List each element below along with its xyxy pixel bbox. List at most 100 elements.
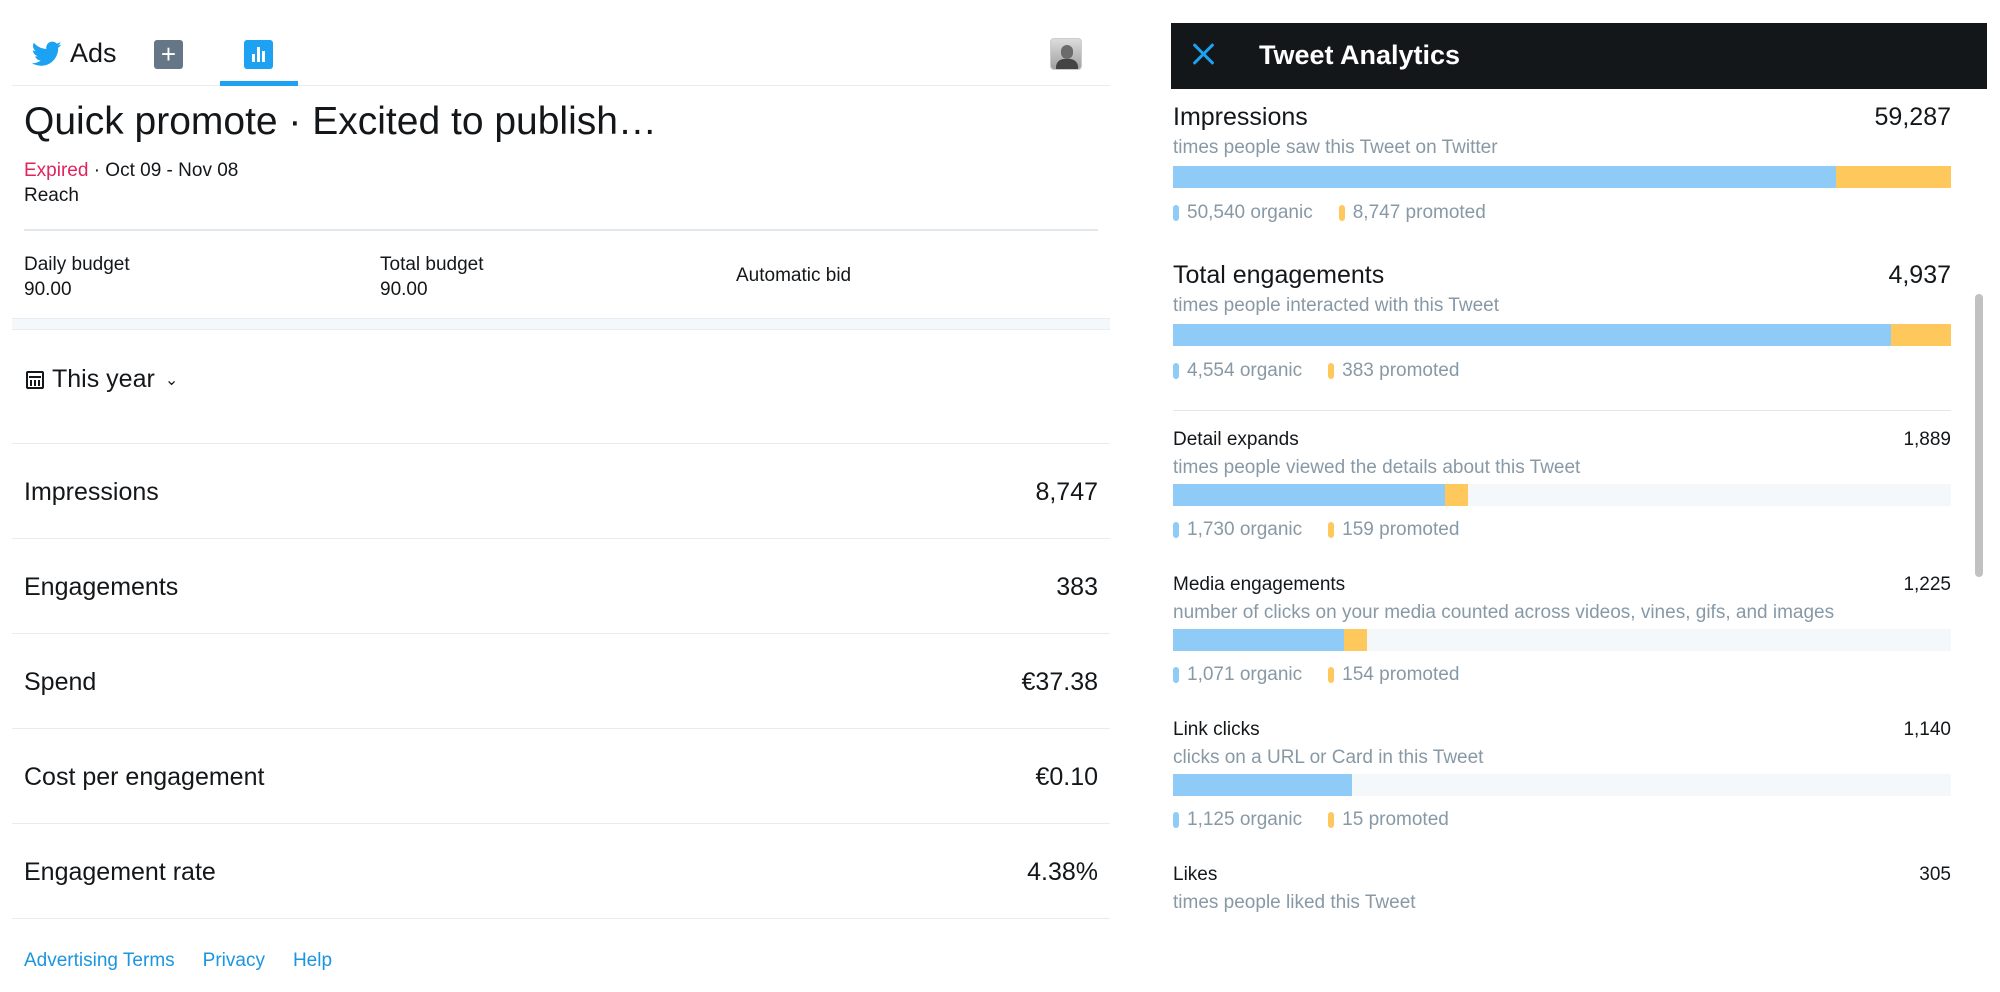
avatar[interactable] (1050, 38, 1082, 70)
stat-total: 1,140 (1903, 719, 1951, 740)
stat-total-engagements: Total engagements 4,937 times people int… (1173, 261, 1951, 401)
stat-total: 59,287 (1874, 103, 1951, 131)
stat-total: 1,225 (1903, 574, 1951, 595)
privacy-link[interactable]: Privacy (202, 950, 265, 971)
tab-analytics[interactable] (220, 28, 298, 86)
stat-impressions: Impressions 59,287 times people saw this… (1173, 103, 1951, 243)
organic-count: 4,554 organic (1187, 360, 1303, 381)
panel-header: Tweet Analytics (1171, 23, 1987, 89)
stat-name: Total engagements (1173, 261, 1385, 289)
organic-dot-icon (1173, 205, 1179, 221)
panel-title: Tweet Analytics (1259, 40, 1461, 70)
twitter-bird-icon (32, 41, 62, 66)
promoted-count: 383 promoted (1342, 360, 1460, 381)
stat-name: Detail expands (1173, 429, 1299, 450)
promoted-segment (1445, 484, 1468, 506)
organic-segment (1173, 324, 1891, 346)
bid-type: Automatic bid (736, 265, 852, 286)
total-budget-label: Total budget (380, 254, 484, 275)
stat-bar (1173, 166, 1951, 188)
advertising-terms-link[interactable]: Advertising Terms (24, 950, 175, 971)
metric-row-spend: Spend €37.38 (12, 633, 1110, 728)
stat-name: Link clicks (1173, 719, 1260, 740)
stat-total: 1,889 (1903, 429, 1951, 450)
organic-dot-icon (1173, 812, 1179, 828)
promoted-count: 15 promoted (1342, 809, 1449, 830)
panel-scrollbar[interactable] (1971, 89, 1987, 920)
organic-dot-icon (1173, 363, 1179, 379)
organic-dot-icon (1173, 522, 1179, 538)
ads-home-link[interactable]: Ads (32, 38, 117, 69)
top-nav: Ads + (12, 0, 1110, 86)
divider (1173, 410, 1951, 411)
metric-value: €0.10 (1035, 763, 1098, 791)
date-range-dropdown[interactable]: This year ⌄ (26, 365, 178, 394)
stat-legend: 1,125 organic 15 promoted (1173, 809, 1449, 831)
status-badge: Expired (24, 160, 89, 181)
stat-bar (1173, 774, 1951, 796)
stat-description: times people viewed the details about th… (1173, 457, 1581, 478)
stat-legend: 1,730 organic 159 promoted (1173, 519, 1459, 541)
daily-budget: Daily budget 90.00 (24, 252, 130, 302)
stat-total: 4,937 (1888, 261, 1951, 289)
promoted-segment (1891, 324, 1951, 346)
campaign-objective: Reach (24, 185, 79, 206)
tweet-analytics-panel: Tweet Analytics Impressions 59,287 times… (1171, 23, 1987, 920)
stat-link-clicks: Link clicks 1,140 clicks on a URL or Car… (1173, 719, 1951, 839)
organic-segment (1173, 774, 1352, 796)
organic-dot-icon (1173, 667, 1179, 683)
promoted-count: 154 promoted (1342, 664, 1460, 685)
stat-legend: 1,071 organic 154 promoted (1173, 664, 1459, 686)
stat-description: number of clicks on your media counted a… (1173, 602, 1835, 623)
metric-row-engagement-rate: Engagement rate 4.38% (12, 823, 1110, 918)
organic-segment (1173, 484, 1445, 506)
stat-legend: 4,554 organic 383 promoted (1173, 360, 1459, 382)
organic-segment (1173, 166, 1836, 188)
campaign-status-line: Expired · Oct 09 - Nov 08 (24, 160, 238, 182)
promoted-dot-icon (1338, 205, 1345, 221)
create-button[interactable]: + (154, 40, 183, 69)
promoted-count: 159 promoted (1342, 519, 1460, 540)
metric-value: €37.38 (1021, 668, 1098, 696)
stat-likes: Likes 305 times people liked this Tweet (1173, 864, 1951, 920)
promoted-segment (1836, 166, 1951, 188)
stat-name: Impressions (1173, 103, 1308, 131)
divider (12, 918, 1110, 919)
stat-legend: 50,540 organic 8,747 promoted (1173, 202, 1486, 224)
stat-media-engagements: Media engagements 1,225 number of clicks… (1173, 574, 1951, 694)
stat-total: 305 (1919, 864, 1951, 885)
help-link[interactable]: Help (292, 950, 333, 971)
metric-row-impressions: Impressions 8,747 (12, 443, 1110, 538)
calendar-icon (26, 370, 44, 389)
promoted-dot-icon (1328, 363, 1335, 379)
metric-label: Cost per engagement (24, 763, 265, 791)
bar-chart-icon (244, 40, 273, 69)
metric-value: 4.38% (1027, 858, 1098, 886)
stat-bar (1173, 629, 1951, 651)
scroll-thumb[interactable] (1975, 294, 1983, 577)
stat-description: times people saw this Tweet on Twitter (1173, 137, 1498, 158)
close-icon[interactable] (1187, 38, 1219, 70)
organic-count: 1,125 organic (1187, 809, 1303, 830)
stat-description: clicks on a URL or Card in this Tweet (1173, 747, 1484, 768)
metric-label: Engagement rate (24, 858, 216, 886)
metric-row-engagements: Engagements 383 (12, 538, 1110, 633)
chevron-down-icon: ⌄ (164, 371, 179, 389)
promoted-count: 8,747 promoted (1352, 202, 1486, 223)
stat-description: times people liked this Tweet (1173, 892, 1416, 913)
metric-row-cost-per-engagement: Cost per engagement €0.10 (12, 728, 1110, 823)
stat-bar (1173, 484, 1951, 506)
promoted-dot-icon (1328, 522, 1335, 538)
organic-count: 50,540 organic (1187, 202, 1313, 223)
promoted-segment (1344, 629, 1367, 651)
organic-segment (1173, 629, 1344, 651)
footer-links: Advertising Terms Privacy Help (24, 950, 332, 972)
section-band (12, 318, 1110, 330)
stat-name: Likes (1173, 864, 1218, 885)
stat-bar (1173, 324, 1951, 346)
metric-value: 383 (1056, 573, 1098, 601)
daily-budget-label: Daily budget (24, 254, 130, 275)
metric-label: Spend (24, 668, 97, 696)
organic-count: 1,071 organic (1187, 664, 1303, 685)
page-title: Quick promote · Excited to publish… (24, 100, 657, 143)
